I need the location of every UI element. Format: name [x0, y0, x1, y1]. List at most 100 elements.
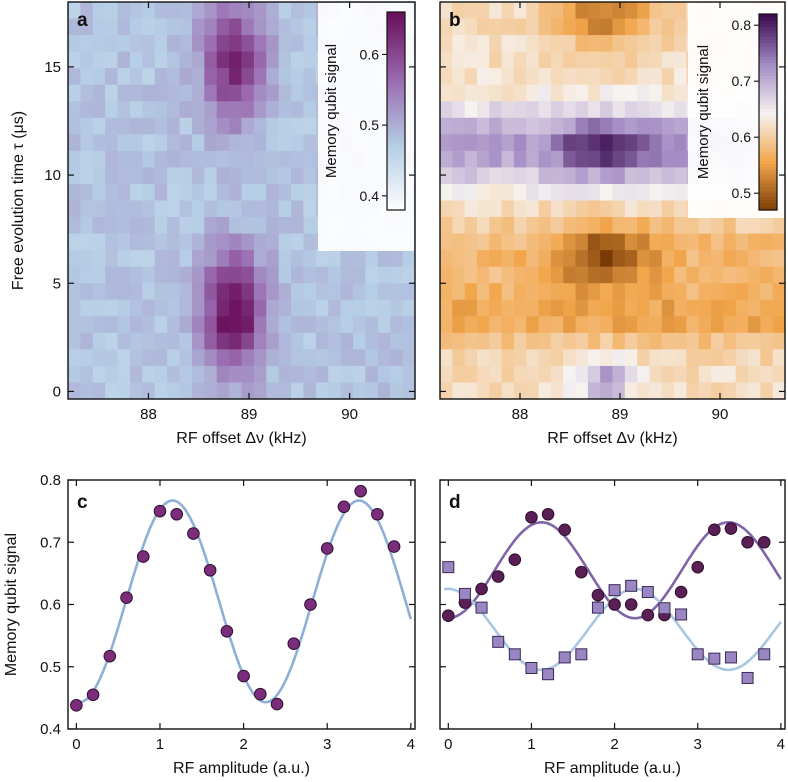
heatmap-cell [291, 68, 305, 86]
heatmap-cell [550, 134, 564, 152]
x-tick-label: 0 [72, 736, 80, 753]
heatmap-cell [440, 365, 453, 384]
heatmap-cell [266, 250, 280, 268]
heatmap-cell [253, 84, 267, 102]
heatmap-cell [179, 217, 193, 235]
colorbar-step [759, 141, 777, 146]
squares-point [575, 648, 588, 661]
data-point [337, 500, 351, 514]
heatmap-cell [105, 299, 119, 317]
data-point [120, 591, 133, 604]
heatmap-cell [661, 68, 675, 86]
heatmap-cell [142, 101, 156, 119]
heatmap-cell [278, 84, 292, 102]
heatmap-cell [142, 283, 156, 301]
heatmap-cell [563, 365, 577, 384]
x-tick-label: 0 [444, 736, 452, 753]
heatmap-cell [489, 183, 503, 202]
colorbar-step [387, 163, 405, 168]
heatmap-cell [390, 365, 404, 384]
heatmap-cell [167, 51, 181, 69]
heatmap-cell [440, 316, 453, 334]
heatmap-cell [538, 183, 552, 202]
data-point [153, 504, 167, 518]
heatmap-cell [649, 283, 663, 301]
heatmap-cell [452, 299, 466, 317]
heatmap-cell [440, 283, 453, 301]
heatmap-cell [501, 150, 515, 169]
heatmap-cell [452, 200, 466, 218]
panel-letter: d [449, 492, 461, 513]
heatmap-cell [674, 233, 688, 251]
heatmap-cell [587, 332, 601, 350]
heatmap-cell [390, 316, 404, 334]
heatmap-cell [526, 167, 540, 185]
heatmap-cell [266, 365, 280, 384]
heatmap-cell [303, 167, 317, 185]
colorbar-step [759, 164, 777, 169]
heatmap-cell [142, 349, 156, 367]
heatmap-cell [575, 349, 589, 367]
heatmap-cell [92, 283, 106, 301]
heatmap-cell [649, 250, 663, 268]
heatmap-cell [501, 167, 515, 185]
heatmap-cell [624, 382, 638, 400]
heatmap-cell [117, 2, 131, 20]
heatmap-cell [661, 2, 675, 20]
heatmap-cell [575, 101, 589, 119]
heatmap-cell [563, 382, 577, 400]
squares-point [591, 601, 604, 614]
circles-point [541, 507, 555, 521]
heatmap-cell [600, 217, 614, 235]
heatmap-cell [229, 51, 243, 69]
heatmap-cell [513, 365, 527, 384]
heatmap-cell [303, 349, 317, 367]
panel-letter: a [77, 10, 88, 31]
x-tick-label: 1 [527, 736, 535, 753]
heatmap-cell [117, 183, 131, 202]
heatmap-cell [142, 332, 156, 350]
colorbar-step [759, 82, 777, 87]
heatmap-cell [698, 233, 712, 251]
heatmap-cell [142, 183, 156, 202]
colorbar-step [759, 36, 777, 41]
heatmap-cell [587, 349, 601, 367]
heatmap-cell [241, 382, 255, 400]
heatmap-cell [563, 332, 577, 350]
heatmap-cell [117, 250, 131, 268]
heatmap-cell [142, 233, 156, 251]
heatmap-cell [167, 217, 181, 235]
heatmap-cell [550, 2, 564, 20]
heatmap-cell [80, 150, 94, 169]
heatmap-cell [142, 84, 156, 102]
heatmap-cell [587, 117, 601, 135]
heatmap-cell [587, 316, 601, 334]
heatmap-cell [68, 68, 81, 86]
heatmap-cell [575, 18, 589, 36]
heatmap-cell [117, 51, 131, 69]
heatmap-cell [353, 316, 367, 334]
heatmap-cell [253, 51, 267, 69]
heatmap-cell [179, 349, 193, 367]
heatmap-cell [538, 51, 552, 69]
colorbar-step [387, 12, 405, 16]
colorbar-step [387, 94, 405, 99]
heatmap-cell [241, 68, 255, 86]
heatmap-cell [167, 382, 181, 400]
heatmap-cell [698, 316, 712, 334]
colorbar-step [759, 69, 777, 74]
heatmap-cell [772, 233, 786, 251]
heatmap-cell [748, 299, 761, 317]
heatmap-cell [661, 117, 675, 135]
heatmap-cell [637, 35, 651, 53]
heatmap-cell [723, 349, 737, 367]
heatmap-cell [501, 382, 515, 400]
heatmap-cell [464, 150, 478, 169]
colorbar-step [387, 167, 405, 171]
heatmap-cell [68, 35, 81, 53]
heatmap-cell [735, 217, 749, 235]
heatmap-cell [711, 217, 724, 235]
heatmap-cell [464, 183, 478, 202]
heatmap-cell [154, 150, 168, 169]
circles-point [641, 608, 655, 622]
